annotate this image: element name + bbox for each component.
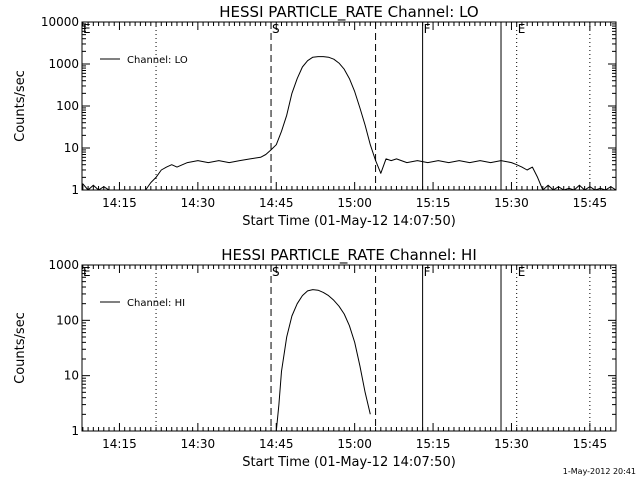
- x-tick-label: 15:30: [494, 196, 529, 210]
- marker-label: S: [272, 265, 280, 279]
- x-tick-label: 14:30: [181, 437, 216, 451]
- marker-label: F: [424, 22, 431, 36]
- y-tick-label: 100: [56, 313, 79, 327]
- x-axis-ticks: 14:15 14:30 14:45 15:00 15:15 15:30 15:45: [82, 22, 617, 210]
- y-tick-label: 10: [64, 141, 79, 155]
- x-tick-label: 14:15: [102, 196, 137, 210]
- x-tick-label: 15:00: [337, 437, 372, 451]
- legend: Channel: HI: [100, 298, 185, 309]
- y-tick-label: 10000: [41, 15, 79, 29]
- x-tick-label: 14:30: [181, 196, 216, 210]
- chart-title: HESSI PARTICLE_RATE Channel: LO: [219, 3, 478, 22]
- x-tick-label: 14:45: [259, 196, 294, 210]
- y-tick-label: 1000: [48, 258, 79, 272]
- x-tick-label: 14:15: [102, 437, 137, 451]
- plot-frame: [81, 264, 617, 432]
- panel-lo: HESSI PARTICLE_RATE Channel: LO Counts/se…: [13, 3, 617, 229]
- marker-label: E: [83, 22, 91, 36]
- x-axis-ticks: 14:15 14:30 14:45 15:00 15:15 15:30 15:45: [82, 265, 617, 451]
- marker-label: S: [272, 22, 280, 36]
- marker-label: F: [424, 265, 431, 279]
- timestamp: 1-May-2012 20:41: [563, 467, 636, 476]
- plot-frame: [81, 21, 617, 191]
- marker-label: E: [518, 265, 526, 279]
- series-line: [275, 289, 371, 432]
- x-axis-label: Start Time (01-May-12 14:07:50): [242, 455, 456, 470]
- y-tick-label: 1: [71, 424, 79, 438]
- y-tick-label: 100: [56, 99, 79, 113]
- x-tick-label: 15:00: [337, 196, 372, 210]
- panel-hi: HESSI PARTICLE_RATE Channel: HI Counts/se…: [13, 246, 617, 470]
- y-axis-ticks: 1 10 100 1000 10000: [41, 15, 616, 197]
- y-axis-ticks: 1 10 100 1000: [48, 258, 616, 438]
- legend: Channel: LO: [100, 55, 188, 66]
- x-tick-label: 15:15: [416, 437, 451, 451]
- x-axis-label: Start Time (01-May-12 14:07:50): [242, 214, 456, 229]
- legend-entry: Channel: LO: [127, 55, 188, 66]
- marker-label: E: [83, 265, 91, 279]
- y-axis-label: Counts/sec: [13, 70, 28, 142]
- x-tick-label: 15:15: [416, 196, 451, 210]
- y-tick-label: 10: [64, 369, 79, 383]
- marker-label: E: [518, 22, 526, 36]
- series-line: [81, 56, 617, 191]
- y-axis-label: Counts/sec: [13, 312, 28, 384]
- y-tick-label: 1000: [48, 57, 79, 71]
- x-tick-label: 15:45: [573, 437, 608, 451]
- x-tick-label: 15:30: [494, 437, 529, 451]
- chart-title: HESSI PARTICLE_RATE Channel: HI: [221, 246, 477, 265]
- y-tick-label: 1: [71, 183, 79, 197]
- x-tick-label: 14:45: [259, 437, 294, 451]
- legend-entry: Channel: HI: [127, 298, 185, 309]
- x-tick-label: 15:45: [573, 196, 608, 210]
